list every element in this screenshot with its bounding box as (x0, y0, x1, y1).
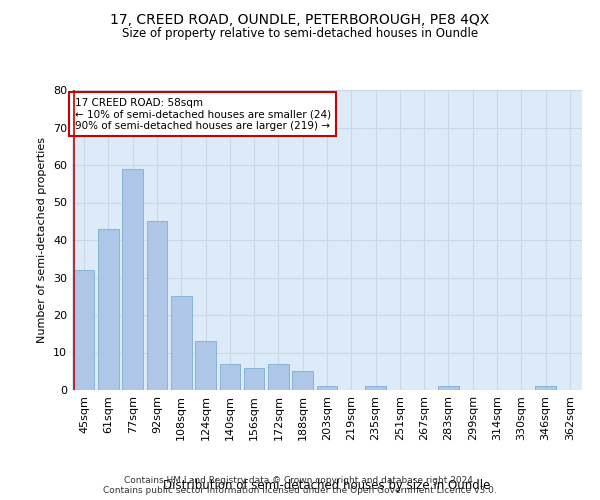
Bar (292, 371, 313, 390)
Bar (122, 169, 143, 390)
Bar (74, 270, 94, 390)
Bar (146, 221, 167, 390)
Bar (365, 386, 386, 390)
Bar (171, 296, 191, 390)
Bar (268, 364, 289, 390)
X-axis label: Distribution of semi-detached houses by size in Oundle: Distribution of semi-detached houses by … (163, 479, 491, 492)
Bar (220, 364, 240, 390)
Text: 17, CREED ROAD, OUNDLE, PETERBOROUGH, PE8 4QX: 17, CREED ROAD, OUNDLE, PETERBOROUGH, PE… (110, 12, 490, 26)
Text: Contains HM Land Registry data © Crown copyright and database right 2024.
Contai: Contains HM Land Registry data © Crown c… (103, 476, 497, 495)
Y-axis label: Number of semi-detached properties: Number of semi-detached properties (37, 137, 47, 343)
Bar (317, 386, 337, 390)
Bar (244, 368, 265, 390)
Bar (98, 229, 119, 390)
Bar (438, 386, 459, 390)
Text: Size of property relative to semi-detached houses in Oundle: Size of property relative to semi-detach… (122, 28, 478, 40)
Bar (535, 386, 556, 390)
Text: 17 CREED ROAD: 58sqm
← 10% of semi-detached houses are smaller (24)
90% of semi-: 17 CREED ROAD: 58sqm ← 10% of semi-detac… (74, 98, 331, 130)
Bar (195, 341, 216, 390)
